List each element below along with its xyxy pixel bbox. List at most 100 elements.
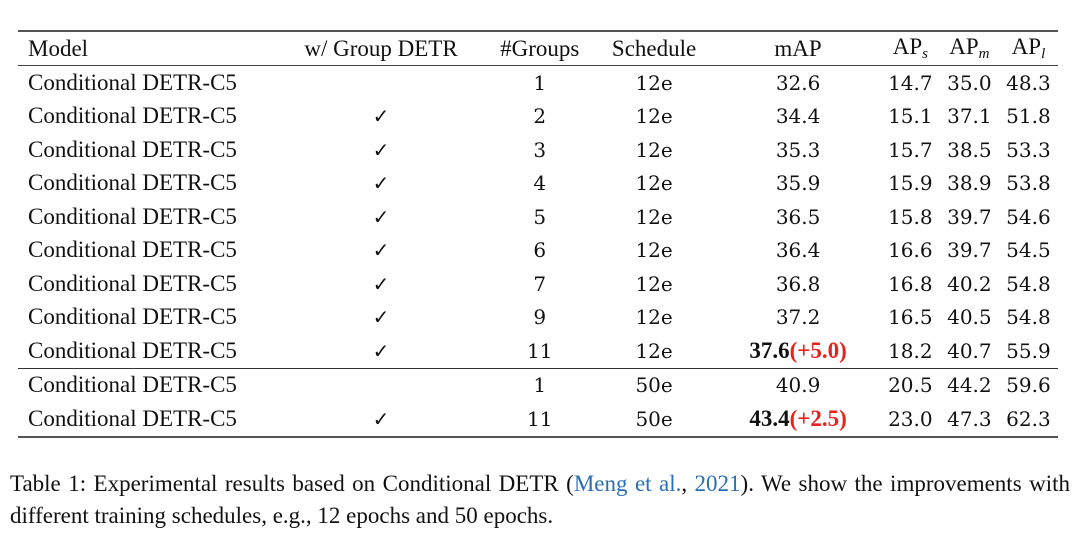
citation-year-link[interactable]: 2021 [694, 471, 741, 496]
cell-model: Conditional DETR-C5 [28, 170, 237, 196]
map-value: 35.9 [775, 171, 821, 196]
cell-map: 36.5 [715, 200, 881, 234]
header-group-detr: w/ Group DETR [304, 35, 458, 61]
table-row: Conditional DETR-C5 ✓ 6 12e 36.4 16.6 39.7 54.5 [18, 234, 1058, 268]
cell-apm: 38.9 [947, 171, 992, 196]
header-apl: APl [1011, 34, 1046, 62]
results-table: Model w/ Group DETR #Groups Schedule mAP… [18, 30, 1058, 438]
map-value: 35.3 [775, 137, 821, 162]
header-schedule: Schedule [611, 35, 697, 61]
cell-apl: 53.3 [1006, 137, 1051, 162]
cell-schedule: 50e [635, 406, 673, 431]
cell-map: 34.4 [715, 100, 881, 134]
header-model: Model [28, 35, 89, 61]
cell-apl: 54.5 [1006, 238, 1051, 263]
cell-schedule: 12e [635, 137, 673, 162]
table-caption: Table 1: Experimental results based on C… [10, 471, 1070, 528]
cell-apm: 47.3 [947, 406, 992, 431]
cell-schedule: 12e [635, 338, 673, 363]
table-row: Conditional DETR-C5 1 50e 40.9 20.5 44.2 59.6 [18, 368, 1058, 402]
cell-groups: 2 [533, 104, 547, 129]
cell-apm: 40.7 [947, 338, 992, 363]
cell-aps: 20.5 [888, 373, 933, 398]
table-row: Conditional DETR-C5 ✓ 5 12e 36.5 15.8 39.7 54.6 [18, 200, 1058, 234]
table-row: Conditional DETR-C5 1 12e 32.6 14.7 35.0 48.3 [18, 66, 1058, 100]
table-row: Conditional DETR-C5 ✓ 3 12e 35.3 15.7 38.5 53.3 [18, 133, 1058, 167]
cell-model: Conditional DETR-C5 [28, 103, 237, 129]
cell-map: 35.3 [715, 133, 881, 167]
cell-group-detr-check: ✓ [372, 406, 390, 431]
cell-model: Conditional DETR-C5 [28, 337, 237, 363]
cell-schedule: 12e [635, 204, 673, 229]
map-value: 36.8 [775, 271, 821, 296]
header-aps: APs [892, 34, 928, 62]
table-body: Conditional DETR-C5 1 12e 32.6 14.7 35.0 48.3 C… [18, 66, 1058, 437]
cell-apm: 38.5 [947, 137, 992, 162]
cell-apm: 40.5 [947, 305, 992, 330]
cell-map: 37.2 [715, 301, 881, 335]
cell-groups: 1 [533, 70, 547, 95]
cell-map: 36.8 [715, 267, 881, 301]
map-value: 32.6 [775, 70, 821, 95]
cell-group-detr-check [275, 368, 486, 402]
cell-apl: 55.9 [1006, 338, 1051, 363]
cell-groups: 6 [533, 238, 547, 263]
results-table-container: Model w/ Group DETR #Groups Schedule mAP… [18, 30, 1058, 438]
map-value: 36.4 [775, 238, 821, 263]
table-row: Conditional DETR-C5 ✓ 2 12e 34.4 15.1 37.1 51.8 [18, 100, 1058, 134]
cell-model: Conditional DETR-C5 [28, 304, 237, 330]
cell-aps: 16.5 [888, 305, 933, 330]
cell-schedule: 12e [635, 104, 673, 129]
table-row: Conditional DETR-C5 ✓ 11 50e 43.4(+2.5) 23.0 4… [18, 402, 1058, 437]
map-value: 37.6 [749, 337, 790, 363]
cell-groups: 5 [533, 204, 547, 229]
map-value: 40.9 [775, 373, 821, 398]
cell-group-detr-check: ✓ [372, 238, 390, 263]
cell-aps: 16.6 [888, 238, 933, 263]
citation-author-link[interactable]: Meng et al. [573, 471, 682, 496]
cell-model: Conditional DETR-C5 [28, 270, 237, 296]
cell-groups: 4 [533, 171, 547, 196]
cell-model: Conditional DETR-C5 [28, 69, 237, 95]
cell-schedule: 12e [635, 271, 673, 296]
cell-aps: 15.1 [888, 104, 933, 129]
map-improvement: (+2.5) [789, 405, 847, 431]
table-row: Conditional DETR-C5 ✓ 4 12e 35.9 15.9 38.9 53.8 [18, 167, 1058, 201]
cell-apl: 54.8 [1006, 271, 1051, 296]
cell-apl: 59.6 [1006, 373, 1051, 398]
cell-group-detr-check: ✓ [372, 305, 390, 330]
cell-map: 36.4 [715, 234, 881, 268]
cell-model: Conditional DETR-C5 [28, 136, 237, 162]
table-header-row: Model w/ Group DETR #Groups Schedule mAP… [18, 31, 1058, 66]
cell-model: Conditional DETR-C5 [28, 405, 237, 431]
cell-groups: 1 [533, 373, 547, 398]
cell-group-detr-check: ✓ [372, 204, 390, 229]
cell-group-detr-check: ✓ [372, 171, 390, 196]
table-row: Conditional DETR-C5 ✓ 9 12e 37.2 16.5 40.5 54.8 [18, 301, 1058, 335]
cell-model: Conditional DETR-C5 [28, 372, 237, 398]
cell-apm: 39.7 [947, 204, 992, 229]
header-map: mAP [774, 35, 822, 61]
cell-schedule: 50e [635, 373, 673, 398]
cell-apm: 40.2 [947, 271, 992, 296]
table-row: Conditional DETR-C5 ✓ 7 12e 36.8 16.8 40.2 54.8 [18, 267, 1058, 301]
header-apm: APm [949, 34, 990, 62]
cell-group-detr-check: ✓ [372, 271, 390, 296]
cell-groups: 3 [533, 137, 547, 162]
cell-map: 43.4(+2.5) [715, 402, 881, 437]
cell-apl: 54.6 [1006, 204, 1051, 229]
cell-map: 32.6 [715, 66, 881, 100]
cell-groups: 11 [527, 406, 553, 431]
cell-groups: 9 [533, 305, 547, 330]
cell-apm: 44.2 [947, 373, 992, 398]
cell-group-detr-check: ✓ [372, 137, 390, 162]
cell-map: 35.9 [715, 167, 881, 201]
cell-aps: 18.2 [888, 338, 933, 363]
cell-group-detr-check: ✓ [372, 338, 390, 363]
map-value: 43.4 [749, 405, 790, 431]
cell-schedule: 12e [635, 305, 673, 330]
cell-apm: 39.7 [947, 238, 992, 263]
cell-aps: 15.8 [888, 204, 933, 229]
cell-aps: 15.7 [888, 137, 933, 162]
map-value: 36.5 [775, 204, 821, 229]
